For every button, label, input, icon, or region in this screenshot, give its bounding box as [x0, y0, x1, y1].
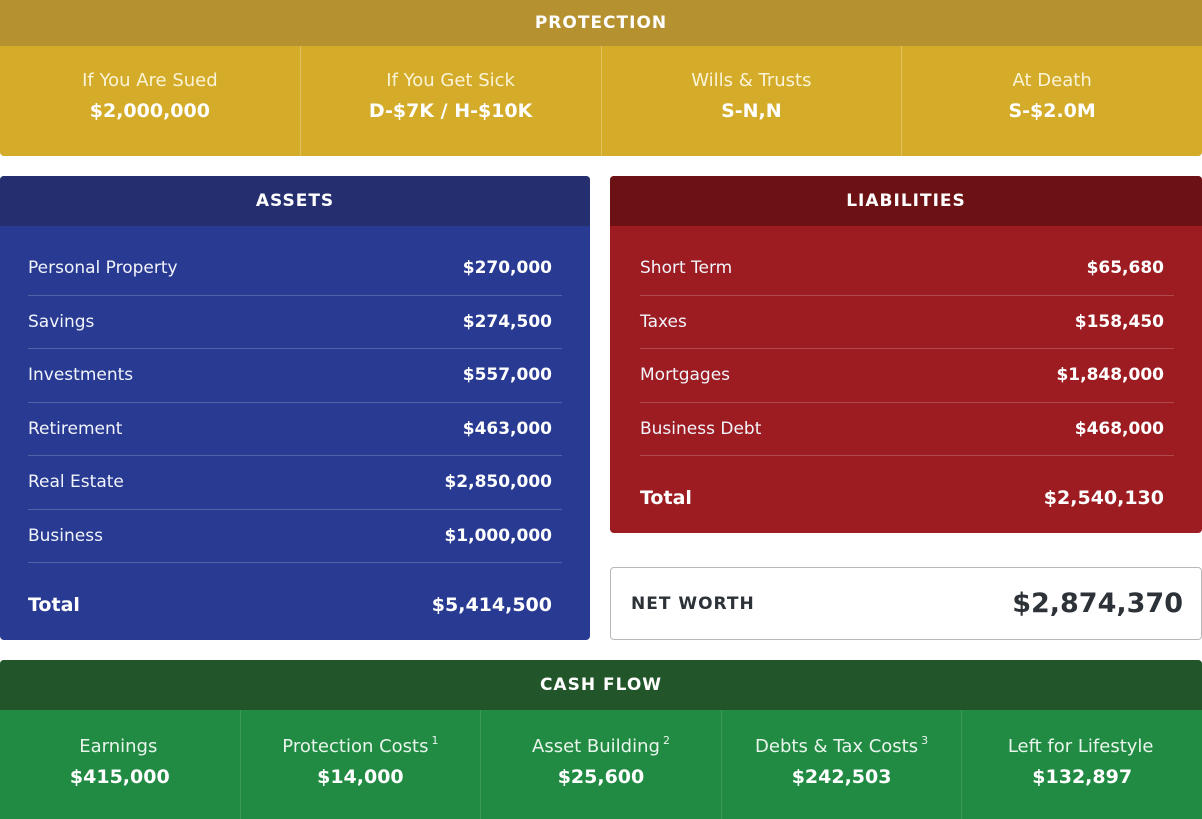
asset-value: $2,850,000 — [444, 472, 552, 493]
protection-panel: PROTECTION If You Are Sued $2,000,000 If… — [0, 0, 1202, 156]
protection-label: If You Are Sued — [82, 70, 218, 91]
protection-item-wills: Wills & Trusts S-N,N — [602, 46, 903, 156]
liability-label: Mortgages — [640, 365, 731, 386]
cash-flow-label: Asset Building 2 — [532, 734, 670, 757]
asset-label: Business — [28, 525, 103, 546]
liabilities-total-row: Total $2,540,130 — [640, 456, 1174, 533]
assets-total-value: $5,414,500 — [431, 594, 552, 616]
liability-row: Short Term $65,680 — [640, 242, 1174, 296]
protection-value: $2,000,000 — [89, 100, 210, 122]
cash-flow-value: $415,000 — [69, 766, 170, 788]
liability-row: Business Debt $468,000 — [640, 403, 1174, 456]
asset-row: Personal Property $270,000 — [28, 242, 562, 296]
asset-label: Real Estate — [28, 472, 124, 493]
protection-item-death: At Death S-$2.0M — [902, 46, 1202, 156]
protection-title: PROTECTION — [0, 0, 1202, 46]
footnote-marker: 2 — [662, 734, 670, 747]
liability-label: Taxes — [640, 311, 687, 332]
assets-panel: ASSETS Personal Property $270,000 Saving… — [0, 176, 590, 640]
asset-row: Retirement $463,000 — [28, 403, 562, 456]
cash-flow-item-asset-building: Asset Building 2 $25,600 — [481, 710, 722, 819]
liability-row: Taxes $158,450 — [640, 296, 1174, 349]
cash-flow-item-debts-tax: Debts & Tax Costs 3 $242,503 — [722, 710, 963, 819]
asset-value: $274,500 — [462, 311, 552, 332]
liability-value: $65,680 — [1086, 258, 1164, 279]
liability-value: $1,848,000 — [1056, 365, 1164, 386]
liabilities-total-label: Total — [640, 487, 692, 509]
protection-item-sick: If You Get Sick D-$7K / H-$10K — [301, 46, 602, 156]
liability-value: $468,000 — [1074, 418, 1164, 439]
net-worth-box: NET WORTH $2,874,370 — [610, 567, 1202, 640]
asset-row: Investments $557,000 — [28, 349, 562, 403]
liability-label: Short Term — [640, 258, 733, 279]
cash-flow-label: Left for Lifestyle — [1007, 736, 1154, 757]
asset-value: $557,000 — [462, 365, 552, 386]
asset-row: Business $1,000,000 — [28, 510, 562, 563]
cash-flow-value: $132,897 — [1032, 766, 1133, 788]
protection-value: S-$2.0M — [1008, 100, 1096, 122]
cash-flow-title: CASH FLOW — [0, 660, 1202, 710]
protection-label: At Death — [1012, 70, 1092, 91]
asset-row: Savings $274,500 — [28, 296, 562, 349]
protection-label: Wills & Trusts — [691, 70, 812, 91]
assets-total-row: Total $5,414,500 — [28, 563, 562, 640]
cash-flow-value: $14,000 — [317, 766, 404, 788]
asset-label: Retirement — [28, 418, 123, 439]
footnote-marker: 1 — [431, 734, 439, 747]
cash-flow-value: $25,600 — [557, 766, 645, 788]
liabilities-panel: LIABILITIES Short Term $65,680 Taxes $15… — [610, 176, 1202, 533]
cash-flow-item-lifestyle: Left for Lifestyle $132,897 — [962, 710, 1202, 819]
asset-value: $270,000 — [462, 258, 552, 279]
cash-flow-label: Protection Costs 1 — [282, 734, 439, 757]
liabilities-total-value: $2,540,130 — [1043, 487, 1164, 509]
asset-label: Savings — [28, 311, 95, 332]
liability-row: Mortgages $1,848,000 — [640, 349, 1174, 403]
cash-flow-value: $242,503 — [791, 766, 892, 788]
cash-flow-label: Earnings — [79, 736, 158, 757]
net-worth-value: $2,874,370 — [1012, 588, 1183, 619]
asset-value: $463,000 — [462, 418, 552, 439]
protection-label: If You Get Sick — [386, 70, 515, 91]
cash-flow-panel: CASH FLOW Earnings $415,000 Protection C… — [0, 660, 1202, 819]
asset-label: Investments — [28, 365, 134, 386]
cash-flow-item-protection-costs: Protection Costs 1 $14,000 — [241, 710, 482, 819]
protection-item-sued: If You Are Sued $2,000,000 — [0, 46, 301, 156]
cash-flow-label: Debts & Tax Costs 3 — [755, 734, 929, 757]
liability-label: Business Debt — [640, 418, 762, 439]
liabilities-title: LIABILITIES — [610, 176, 1202, 226]
asset-row: Real Estate $2,850,000 — [28, 456, 562, 510]
protection-value: D-$7K / H-$10K — [368, 100, 533, 122]
asset-value: $1,000,000 — [444, 525, 552, 546]
cash-flow-item-earnings: Earnings $415,000 — [0, 710, 241, 819]
assets-total-label: Total — [28, 594, 80, 616]
assets-title: ASSETS — [0, 176, 590, 226]
asset-label: Personal Property — [28, 258, 178, 279]
liability-value: $158,450 — [1074, 311, 1164, 332]
net-worth-label: NET WORTH — [631, 593, 755, 614]
footnote-marker: 3 — [921, 734, 929, 747]
protection-value: S-N,N — [721, 100, 782, 122]
